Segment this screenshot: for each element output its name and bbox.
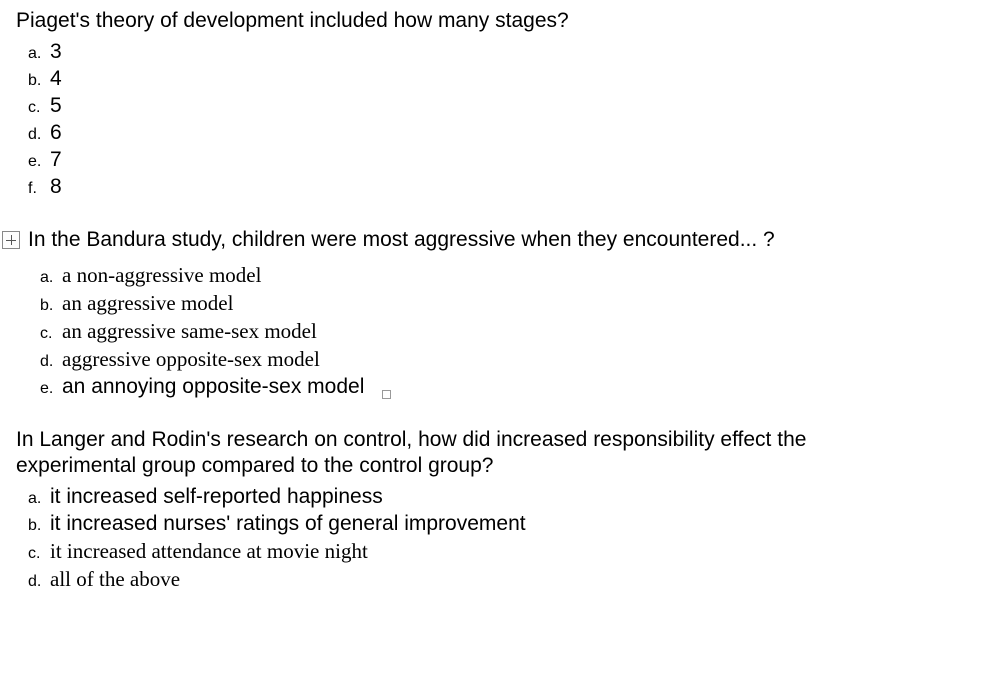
option-letter: b.	[28, 72, 50, 90]
option-row[interactable]: b. it increased nurses' ratings of gener…	[28, 512, 996, 536]
option-letter: e.	[28, 153, 50, 171]
option-letter: b.	[40, 297, 62, 315]
option-row[interactable]: a. 3	[28, 40, 996, 64]
option-letter: c.	[28, 545, 50, 563]
option-row[interactable]: a. a non-aggressive model	[40, 263, 996, 288]
option-row[interactable]: c. 5	[28, 94, 996, 118]
option-letter: b.	[28, 517, 50, 535]
option-row[interactable]: d. 6	[28, 121, 996, 145]
option-text: all of the above	[50, 567, 180, 592]
option-row[interactable]: f. 8	[28, 175, 996, 199]
question-3-text: In Langer and Rodin's research on contro…	[16, 427, 916, 480]
option-row[interactable]: e. 7	[28, 148, 996, 172]
option-letter: c.	[40, 325, 62, 343]
option-letter: d.	[40, 353, 62, 371]
option-text: a non-aggressive model	[62, 263, 261, 288]
question-2-options: a. a non-aggressive model b. an aggressi…	[28, 263, 996, 399]
option-letter: d.	[28, 126, 50, 144]
option-letter: e.	[40, 380, 62, 398]
option-text: it increased attendance at movie night	[50, 539, 368, 564]
expand-icon[interactable]	[2, 231, 20, 249]
option-text: aggressive opposite-sex model	[62, 347, 320, 372]
question-1-options: a. 3 b. 4 c. 5 d. 6 e. 7 f. 8	[16, 40, 996, 199]
question-1: Piaget's theory of development included …	[16, 8, 996, 199]
option-text: 8	[50, 175, 62, 199]
option-letter: d.	[28, 573, 50, 591]
option-letter: c.	[28, 99, 50, 117]
option-text: it increased nurses' ratings of general …	[50, 512, 526, 536]
option-row[interactable]: b. 4	[28, 67, 996, 91]
option-row[interactable]: b. an aggressive model	[40, 291, 996, 316]
option-text: 7	[50, 148, 62, 172]
option-text: an aggressive same-sex model	[62, 319, 317, 344]
marker-icon	[382, 390, 391, 399]
option-letter: a.	[28, 490, 50, 508]
option-text: 4	[50, 67, 62, 91]
option-text: 3	[50, 40, 62, 64]
option-row[interactable]: c. it increased attendance at movie nigh…	[28, 539, 996, 564]
option-text: 6	[50, 121, 62, 145]
option-text: 5	[50, 94, 62, 118]
option-row[interactable]: d. all of the above	[28, 567, 996, 592]
question-2: In the Bandura study, children were most…	[16, 227, 996, 398]
question-1-text: Piaget's theory of development included …	[16, 8, 996, 34]
question-2-text: In the Bandura study, children were most…	[28, 227, 996, 253]
option-text: an annoying opposite-sex model	[62, 375, 364, 399]
option-row[interactable]: e. an annoying opposite-sex model	[40, 375, 996, 399]
option-letter: f.	[28, 180, 50, 198]
question-3-options: a. it increased self-reported happiness …	[16, 485, 996, 592]
option-letter: a.	[40, 269, 62, 287]
question-3: In Langer and Rodin's research on contro…	[16, 427, 996, 593]
option-row[interactable]: a. it increased self-reported happiness	[28, 485, 996, 509]
option-text: it increased self-reported happiness	[50, 485, 383, 509]
option-row[interactable]: c. an aggressive same-sex model	[40, 319, 996, 344]
option-row[interactable]: d. aggressive opposite-sex model	[40, 347, 996, 372]
option-letter: a.	[28, 45, 50, 63]
option-text: an aggressive model	[62, 291, 233, 316]
